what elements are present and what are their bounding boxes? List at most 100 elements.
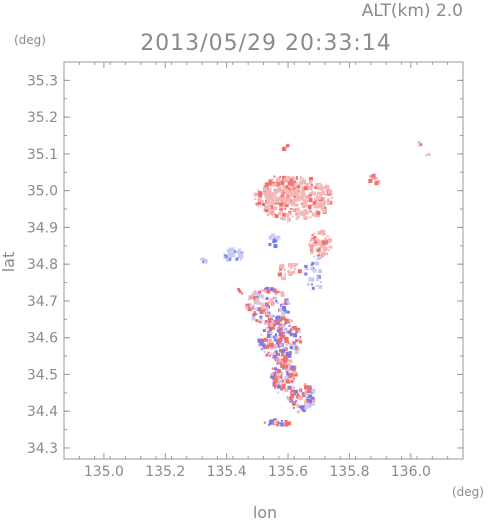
data-point xyxy=(272,381,276,385)
data-point xyxy=(311,283,313,286)
data-point xyxy=(253,300,258,305)
data-point xyxy=(291,189,295,193)
data-point xyxy=(250,296,253,299)
data-point xyxy=(311,212,316,217)
data-point xyxy=(301,393,306,398)
data-point xyxy=(292,406,295,409)
data-point xyxy=(277,212,281,216)
data-point xyxy=(259,315,263,319)
data-point xyxy=(289,331,292,334)
data-point xyxy=(280,374,283,377)
data-point xyxy=(278,271,281,274)
x-tick-label: 136.0 xyxy=(391,464,431,480)
data-point xyxy=(313,206,316,209)
data-point xyxy=(289,199,292,202)
data-point xyxy=(313,242,318,247)
data-point xyxy=(242,251,244,254)
y-tick-label: 35.1 xyxy=(27,147,58,163)
data-point xyxy=(277,422,280,424)
data-point xyxy=(297,403,300,406)
data-point xyxy=(293,372,298,377)
data-point xyxy=(296,263,299,266)
data-point xyxy=(238,248,241,252)
data-point xyxy=(317,203,320,205)
data-point xyxy=(303,400,308,405)
y-tick-label: 34.5 xyxy=(27,367,58,383)
data-point xyxy=(270,301,273,304)
data-point xyxy=(266,212,270,216)
data-point xyxy=(238,253,242,257)
data-point xyxy=(278,424,281,427)
data-point xyxy=(201,257,205,261)
data-point xyxy=(267,326,270,329)
data-point xyxy=(253,311,256,313)
data-point xyxy=(223,253,226,256)
data-point xyxy=(283,196,287,200)
data-point xyxy=(274,350,278,354)
data-point xyxy=(289,386,293,390)
data-point xyxy=(285,388,289,392)
data-point xyxy=(248,303,253,308)
data-point xyxy=(320,184,323,186)
data-point xyxy=(315,284,318,287)
data-point xyxy=(255,307,259,311)
data-point xyxy=(419,143,423,147)
data-point xyxy=(230,253,235,258)
data-point xyxy=(245,303,250,308)
data-point xyxy=(255,202,258,205)
data-point xyxy=(292,379,295,382)
data-point xyxy=(274,292,278,296)
data-point xyxy=(283,336,287,340)
data-point xyxy=(271,195,275,199)
data-point xyxy=(281,216,286,221)
data-point xyxy=(324,200,327,203)
data-point xyxy=(285,337,289,340)
data-point xyxy=(258,342,261,344)
data-point xyxy=(302,177,305,180)
data-point xyxy=(278,272,282,277)
data-point xyxy=(310,387,312,390)
data-point xyxy=(295,346,300,351)
data-point xyxy=(284,268,287,271)
data-point xyxy=(290,379,294,383)
data-point xyxy=(280,360,283,363)
data-point xyxy=(285,178,290,183)
data-point xyxy=(292,187,295,190)
data-point xyxy=(284,420,288,423)
chart-title: 2013/05/29 20:33:14 xyxy=(140,31,392,56)
data-point xyxy=(225,258,228,261)
data-point xyxy=(304,272,308,276)
data-point xyxy=(311,396,315,400)
data-point xyxy=(310,184,313,186)
data-point xyxy=(289,267,292,270)
data-point xyxy=(275,301,279,304)
y-tick-label: 34.6 xyxy=(27,331,58,347)
data-point xyxy=(293,183,297,187)
data-point xyxy=(300,212,305,217)
data-point xyxy=(293,195,296,198)
data-point xyxy=(274,386,276,389)
data-point xyxy=(296,185,300,189)
data-point xyxy=(280,419,283,422)
data-point xyxy=(251,316,256,321)
data-point xyxy=(268,182,272,185)
data-point xyxy=(293,187,296,190)
data-point xyxy=(236,257,239,260)
data-point xyxy=(299,336,302,339)
data-point xyxy=(300,193,305,198)
data-point xyxy=(291,184,294,187)
data-point xyxy=(304,388,308,392)
data-point xyxy=(273,175,276,178)
data-point xyxy=(294,350,299,355)
data-point xyxy=(264,287,266,290)
data-point xyxy=(264,195,269,200)
data-point xyxy=(374,181,379,186)
data-point xyxy=(260,338,263,341)
data-point xyxy=(326,201,331,206)
data-point xyxy=(288,321,291,324)
data-point xyxy=(323,237,327,241)
data-point xyxy=(293,392,297,396)
data-point xyxy=(280,181,285,186)
data-point xyxy=(280,207,283,210)
y-tick-label: 34.9 xyxy=(27,220,58,236)
